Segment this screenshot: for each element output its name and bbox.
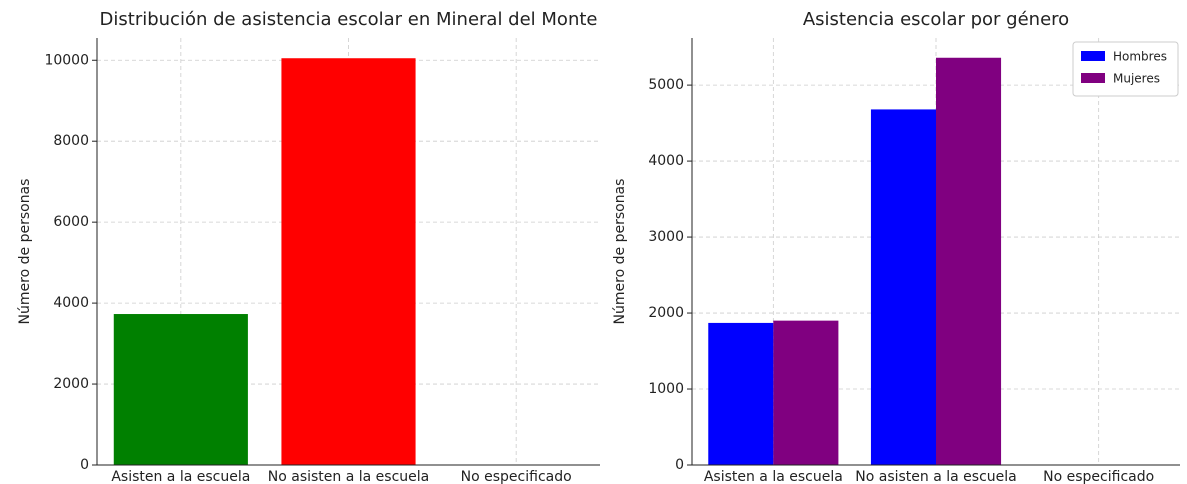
x-tick-label: No especificado bbox=[461, 469, 572, 484]
y-tick-label: 2000 bbox=[53, 376, 89, 392]
y-tick-label: 5000 bbox=[648, 77, 684, 93]
y-tick-label: 8000 bbox=[53, 133, 89, 149]
y-tick-label: 10000 bbox=[44, 52, 89, 68]
chart-title: Distribución de asistencia escolar en Mi… bbox=[100, 9, 598, 30]
bar bbox=[773, 320, 839, 465]
bar bbox=[936, 57, 1002, 465]
y-tick-label: 2000 bbox=[648, 305, 684, 321]
bar bbox=[113, 314, 248, 465]
x-tick-label: No especificado bbox=[1043, 469, 1154, 484]
chart: Distribución de asistencia escolar en Mi… bbox=[17, 9, 600, 484]
y-tick-label: 0 bbox=[675, 457, 684, 473]
y-tick-label: 4000 bbox=[648, 153, 684, 169]
y-tick-label: 6000 bbox=[53, 214, 89, 230]
legend-swatch bbox=[1081, 51, 1105, 61]
chart-title: Asistencia escolar por género bbox=[803, 9, 1069, 30]
y-axis-label: Número de personas bbox=[17, 179, 33, 325]
y-tick-label: 1000 bbox=[648, 381, 684, 397]
x-tick-label: No asisten a la escuela bbox=[268, 469, 429, 484]
x-tick-label: No asisten a la escuela bbox=[855, 469, 1016, 484]
x-tick-label: Asisten a la escuela bbox=[704, 469, 843, 484]
bar bbox=[708, 322, 774, 465]
y-tick-label: 4000 bbox=[53, 295, 89, 311]
chart: Asistencia escolar por género Número de p… bbox=[612, 9, 1180, 484]
y-tick-label: 0 bbox=[80, 457, 89, 473]
y-axis-label: Número de personas bbox=[612, 179, 628, 325]
legend-swatch bbox=[1081, 73, 1105, 83]
bar bbox=[281, 58, 416, 465]
x-tick-label: Asisten a la escuela bbox=[111, 469, 250, 484]
legend-label: Mujeres bbox=[1113, 72, 1160, 86]
legend-label: Hombres bbox=[1113, 50, 1167, 64]
bar bbox=[870, 109, 936, 466]
y-tick-label: 3000 bbox=[648, 229, 684, 245]
